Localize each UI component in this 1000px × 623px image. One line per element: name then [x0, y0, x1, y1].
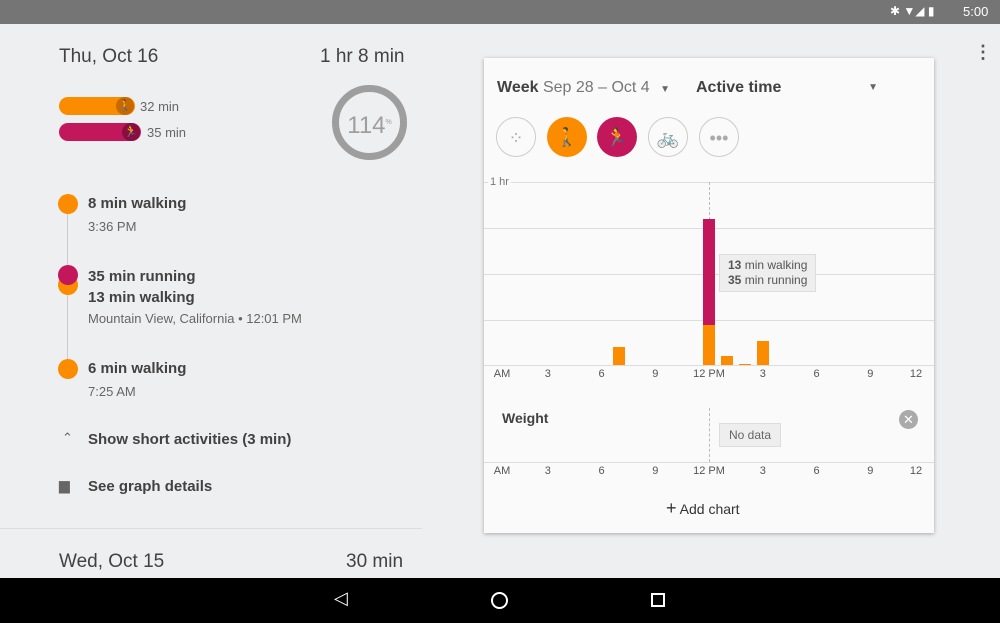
tooltip-walk-value: 13 [728, 258, 742, 272]
metric-label: Active time [696, 79, 782, 96]
biking-filter[interactable]: 🚲 [648, 117, 688, 157]
chart-card: Week Sep 28 – Oct 4 ▼ Active time ▼ ⁘ 🚶 🏃… [484, 58, 934, 533]
bar-running[interactable] [703, 218, 715, 326]
day-total: 1 hr 8 min [320, 46, 405, 67]
x-tick-label: 12 [909, 368, 923, 380]
bar-walking[interactable] [720, 355, 733, 365]
x-tick-label: 6 [813, 465, 820, 477]
expand-icon: ⌃ [62, 430, 73, 445]
tooltip-run-value: 35 [728, 273, 742, 287]
add-chart-label: Add chart [679, 501, 740, 517]
x-tick-label: 12 PM [693, 465, 725, 477]
baseline [484, 462, 934, 463]
status-bar: ✱ ▼◢ ▮ 5:00 [0, 0, 1000, 24]
more-filter[interactable]: ••• [699, 117, 739, 157]
bar-walking[interactable] [703, 325, 715, 365]
x-tick-label: 6 [598, 368, 605, 380]
tooltip-run-label: min running [741, 273, 808, 287]
tooltip: 13 min walking 35 min running [719, 254, 817, 292]
walking-minutes: 32 min [140, 99, 180, 114]
x-tick-label: 12 [909, 465, 923, 477]
running-filter[interactable]: 🏃 [597, 117, 637, 157]
day-date: Thu, Oct 16 [59, 46, 159, 67]
x-tick-label: 12 PM [693, 368, 725, 380]
tooltip-walk-label: min walking [741, 258, 808, 272]
add-chart-button[interactable]: + Add chart [666, 498, 740, 519]
status-icons: ✱ ▼◢ ▮ [890, 4, 935, 18]
weight-title: Weight [502, 410, 549, 426]
see-graph-details[interactable]: See graph details [88, 478, 213, 495]
goal-percent: 114 [347, 112, 386, 139]
show-short-activities[interactable]: Show short activities (3 min) [88, 431, 292, 448]
x-tick-label: AM [493, 368, 511, 380]
timeline-time: 3:36 PM [88, 219, 137, 234]
x-tick-label: 6 [598, 465, 605, 477]
range-label: Week [497, 79, 539, 96]
y-axis-label: 1 hr [488, 176, 511, 188]
goal-unit: % [385, 119, 392, 126]
x-tick-label: 6 [813, 368, 820, 380]
divider [0, 528, 422, 529]
clock: 5:00 [963, 4, 989, 19]
x-tick-label: 9 [652, 465, 659, 477]
x-tick-label: 9 [652, 368, 659, 380]
x-tick-label: 9 [867, 368, 874, 380]
no-data-label: No data [719, 423, 782, 447]
running-dot [58, 265, 78, 285]
timeline-title[interactable]: 8 min walking [88, 195, 187, 212]
back-icon[interactable]: ◁ [334, 588, 348, 608]
bar-chart-icon: ▆ [59, 477, 70, 493]
day-date: Wed, Oct 15 [59, 551, 165, 572]
timeline-title[interactable]: 6 min walking [88, 360, 187, 377]
metric-dropdown[interactable]: Active time ▼ [696, 79, 878, 97]
navigation-bar: ◁ [0, 578, 1000, 623]
walk-icon: 🚶 [116, 97, 134, 115]
timeline-location: Mountain View, California • 12:01 PM [88, 311, 302, 326]
remove-chart-icon[interactable]: ✕ [899, 410, 918, 429]
bar-walking[interactable] [738, 364, 751, 365]
running-bar: 🏃 [59, 123, 141, 141]
cursor-line [709, 408, 710, 462]
bar-walking[interactable] [613, 346, 626, 365]
recents-icon[interactable] [651, 593, 665, 607]
timeline-title[interactable]: 35 min running [88, 268, 196, 285]
day-total: 30 min [346, 551, 404, 572]
x-tick-label: 3 [544, 465, 551, 477]
plus-icon: + [666, 498, 677, 518]
x-tick-label: AM [493, 465, 511, 477]
run-icon: 🏃 [122, 123, 140, 141]
walking-filter[interactable]: 🚶 [547, 117, 587, 157]
bar-walking[interactable] [756, 340, 769, 365]
walking-dot [58, 194, 78, 214]
running-minutes: 35 min [147, 125, 187, 140]
all-activities-filter[interactable]: ⁘ [496, 117, 536, 157]
goal-ring: 114% [332, 85, 407, 160]
range-dropdown[interactable]: Week Sep 28 – Oct 4 ▼ [497, 79, 670, 97]
timeline-title[interactable]: 13 min walking [88, 289, 195, 306]
home-icon[interactable] [491, 592, 508, 609]
baseline [484, 365, 934, 366]
x-tick-label: 3 [759, 465, 766, 477]
overflow-menu-icon[interactable]: ⋮ [974, 42, 992, 62]
x-tick-label: 3 [759, 368, 766, 380]
x-tick-label: 9 [867, 465, 874, 477]
x-tick-label: 3 [544, 368, 551, 380]
dropdown-arrow-icon: ▼ [660, 84, 671, 95]
timeline-time: 7:25 AM [88, 384, 136, 399]
walking-dot [58, 359, 78, 379]
walking-bar: 🚶 [59, 97, 135, 115]
dropdown-arrow-icon: ▼ [868, 82, 878, 93]
range-value: Sep 28 – Oct 4 [542, 79, 650, 96]
